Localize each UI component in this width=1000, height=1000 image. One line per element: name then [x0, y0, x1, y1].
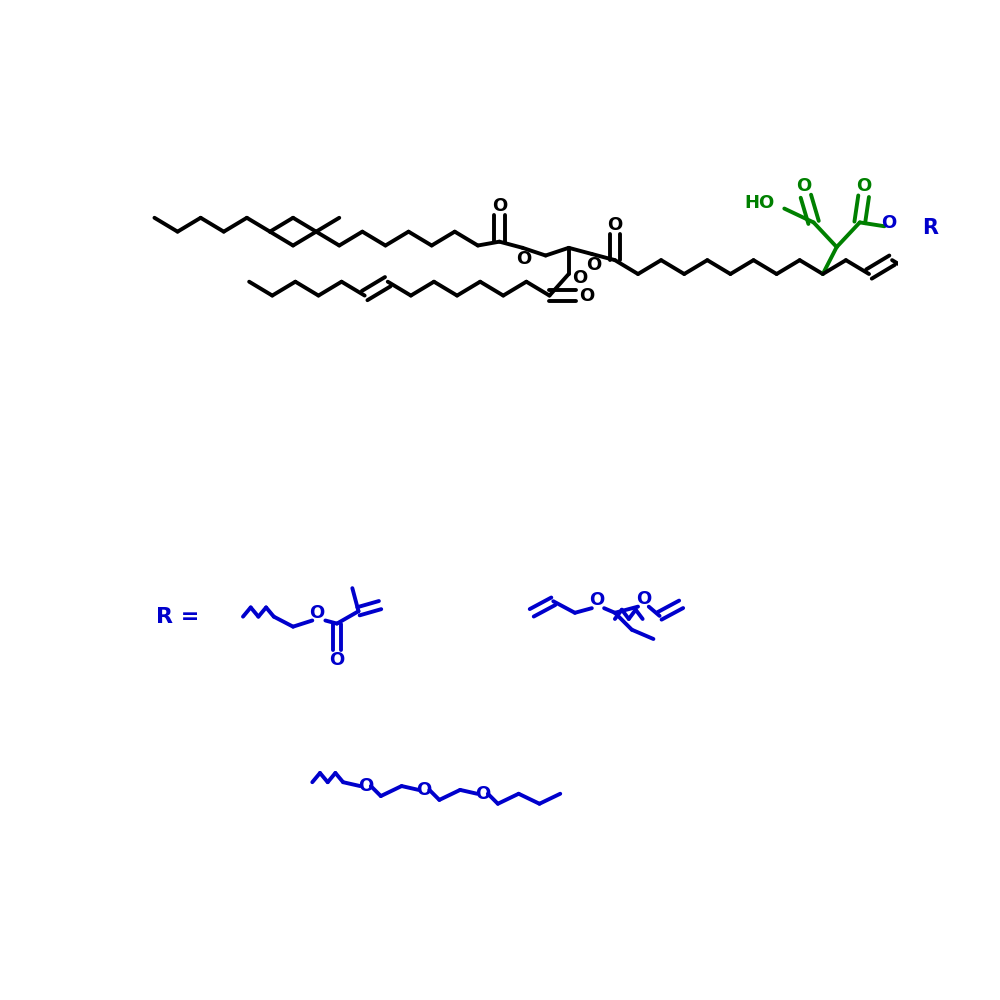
Text: O: O — [309, 604, 325, 622]
Text: O: O — [579, 287, 594, 305]
Text: O: O — [636, 590, 651, 608]
Text: O: O — [358, 777, 373, 795]
Text: R: R — [923, 218, 939, 238]
Text: O: O — [607, 216, 623, 234]
Text: O: O — [475, 785, 490, 803]
Text: O: O — [586, 256, 601, 274]
Text: O: O — [516, 250, 532, 268]
Text: O: O — [492, 197, 507, 215]
Text: R =: R = — [156, 607, 199, 627]
Text: O: O — [416, 781, 432, 799]
Text: HO: HO — [745, 194, 775, 212]
Text: O: O — [881, 214, 897, 232]
Text: O: O — [590, 591, 605, 609]
Text: O: O — [856, 177, 871, 195]
Text: O: O — [796, 177, 811, 195]
Text: O: O — [572, 269, 587, 287]
Text: O: O — [329, 651, 345, 669]
